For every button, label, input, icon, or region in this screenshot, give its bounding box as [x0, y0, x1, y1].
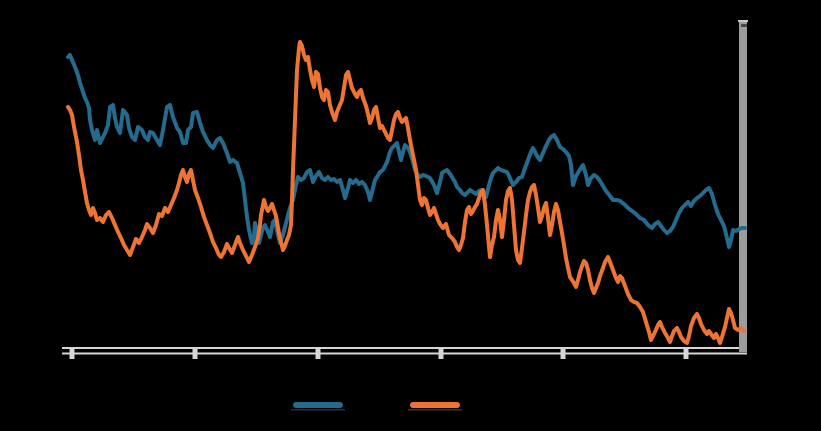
- highlight-bar-top-line: [738, 20, 748, 22]
- x-axis-tick: [315, 348, 321, 359]
- x-axis-line-top: [62, 347, 747, 349]
- series-line-2: [66, 40, 746, 345]
- legend-swatch-1: [293, 402, 343, 408]
- legend-underline-2: [408, 409, 462, 411]
- series-line-1: [66, 53, 747, 249]
- x-axis-ticks: [69, 348, 689, 359]
- legend-underline-1: [291, 409, 345, 411]
- highlight-bar: [739, 22, 747, 352]
- x-axis-tick: [69, 348, 75, 359]
- x-axis-tick: [683, 348, 689, 359]
- legend: [291, 402, 462, 411]
- x-axis-tick: [192, 348, 198, 359]
- legend-swatch-2: [410, 402, 460, 408]
- x-axis-tick: [438, 348, 444, 359]
- x-axis-tick: [560, 348, 566, 359]
- x-axis-line-bottom: [62, 352, 747, 355]
- highlight-bar-notch: [741, 24, 747, 27]
